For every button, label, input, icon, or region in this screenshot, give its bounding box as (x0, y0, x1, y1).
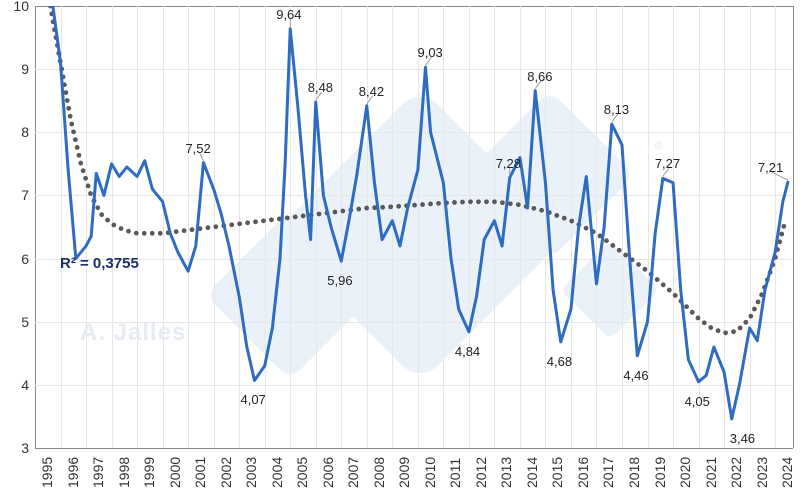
annotation-leader (316, 92, 322, 100)
annotation-leader (772, 172, 788, 180)
annotation-leader (663, 168, 669, 176)
main-series (50, 6, 788, 419)
annotation-leader (367, 96, 373, 104)
time-series-chart: ®A. Jalles345678910199519961997199819992… (0, 0, 800, 500)
annotation-leader (535, 81, 541, 89)
r-squared-label: R² = 0,3755 (60, 255, 139, 272)
series-layer (0, 0, 800, 500)
annotation-leader (199, 153, 203, 161)
annotation-leader (612, 114, 618, 122)
annotation-leader (425, 57, 431, 65)
